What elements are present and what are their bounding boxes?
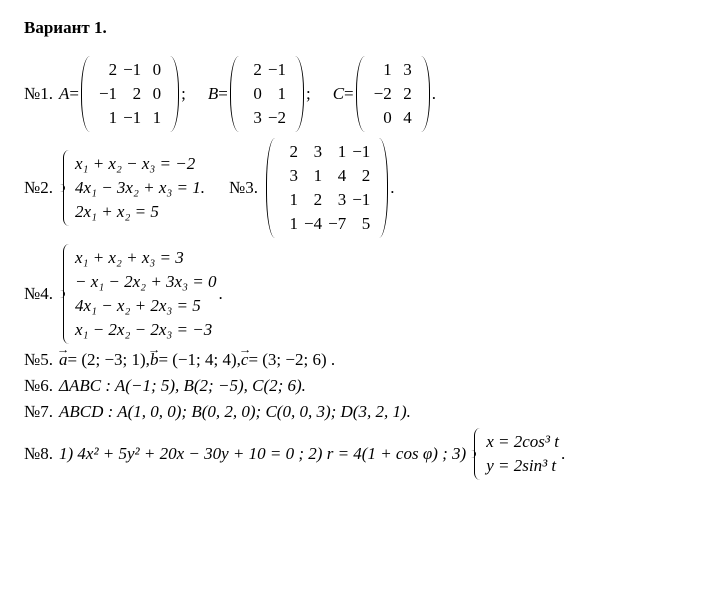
variant-title: Вариант 1. <box>24 18 689 38</box>
vector-b-val: = (−1; 4; 4), <box>158 350 240 370</box>
cell: 4 <box>325 166 349 186</box>
period: . <box>561 444 565 464</box>
system-4: x₁ + x₂ + x₃ = 3 − x₁ − 2x₂ + 3x₃ = 0 4x… <box>59 244 219 344</box>
sep: ; <box>181 84 186 104</box>
problem-2-label: №2. <box>24 178 53 198</box>
problem-1-label: №1. <box>24 84 53 104</box>
eq: − x₁ − 2x₂ + 3x₃ = 0 <box>75 270 217 294</box>
vector-b: b <box>150 350 159 370</box>
problem-7-text: ABCD : A(1, 0, 0); B(0, 2, 0); C(0, 0, 3… <box>59 402 411 422</box>
eq: x₁ + x₂ + x₃ = 3 <box>75 246 217 270</box>
problem-4: №4. x₁ + x₂ + x₃ = 3 − x₁ − 2x₂ + 3x₃ = … <box>24 244 689 344</box>
vector-a-val: = (2; −3; 1), <box>67 350 149 370</box>
eq: y = 2sin³ t <box>486 454 559 478</box>
system-8: x = 2cos³ t y = 2sin³ t <box>470 428 561 480</box>
cell: 0 <box>144 84 164 104</box>
cell: 3 <box>301 142 325 162</box>
cell: −1 <box>349 190 373 210</box>
cell: 2 <box>349 166 373 186</box>
cell: 2 <box>281 142 301 162</box>
matrix-A-name: A <box>59 84 69 104</box>
problem-8-label: №8. <box>24 444 53 464</box>
problem-4-label: №4. <box>24 284 53 304</box>
equals: = <box>69 84 79 104</box>
cell: 4 <box>395 108 415 128</box>
vector-c-val: = (3; −2; 6) . <box>248 350 335 370</box>
cell: 2 <box>245 60 265 80</box>
period: . <box>219 284 223 304</box>
problem-5-label: №5. <box>24 350 53 370</box>
matrix-C-name: C <box>333 84 344 104</box>
matrix-A: 2−10 −120 1−11 <box>81 56 179 132</box>
problem-3-label: №3. <box>229 178 258 198</box>
sep: ; <box>306 84 311 104</box>
problem-6-text: ΔABC : A(−1; 5), B(2; −5), C(2; 6). <box>59 376 306 396</box>
cell: −1 <box>96 84 120 104</box>
cell: −2 <box>371 84 395 104</box>
cell: 1 <box>144 108 164 128</box>
cell: 1 <box>325 142 349 162</box>
problem-6-label: №6. <box>24 376 53 396</box>
cell: 3 <box>325 190 349 210</box>
cell: 1 <box>281 190 301 210</box>
problem-6: №6. ΔABC : A(−1; 5), B(2; −5), C(2; 6). <box>24 376 689 396</box>
period: . <box>432 84 436 104</box>
cell: 1 <box>281 214 301 234</box>
cell: 3 <box>245 108 265 128</box>
cell: 5 <box>349 214 373 234</box>
cell: 2 <box>120 84 144 104</box>
cell: 1 <box>371 60 395 80</box>
eq: x₁ − 2x₂ − 2x₃ = −3 <box>75 318 217 342</box>
cell: −1 <box>120 60 144 80</box>
cell: 2 <box>96 60 120 80</box>
cell: −7 <box>325 214 349 234</box>
eq: x = 2cos³ t <box>486 430 559 454</box>
matrix-C: 13 −22 04 <box>356 56 430 132</box>
system-2: x₁ + x₂ − x₃ = −2 4x₁ − 3x₂ + x₃ = 1. 2x… <box>59 150 207 226</box>
problem-8-part1: 1) 4x² + 5y² + 20x − 30y + 10 = 0 ; 2) r… <box>59 444 466 464</box>
eq: 2x₁ + x₂ = 5 <box>75 200 205 224</box>
cell: −4 <box>301 214 325 234</box>
cell: −1 <box>120 108 144 128</box>
cell: −2 <box>265 108 289 128</box>
cell: 1 <box>96 108 120 128</box>
vector-c: c <box>241 350 249 370</box>
equals: = <box>344 84 354 104</box>
cell: 1 <box>301 166 325 186</box>
cell: 3 <box>281 166 301 186</box>
problem-2-3: №2. x₁ + x₂ − x₃ = −2 4x₁ − 3x₂ + x₃ = 1… <box>24 138 689 238</box>
matrix-3: 231−1 3142 123−1 1−4−75 <box>266 138 388 238</box>
cell: 1 <box>265 84 289 104</box>
problem-7: №7. ABCD : A(1, 0, 0); B(0, 2, 0); C(0, … <box>24 402 689 422</box>
cell: −1 <box>265 60 289 80</box>
vector-a: a <box>59 350 68 370</box>
cell: 0 <box>245 84 265 104</box>
eq: 4x₁ − 3x₂ + x₃ = 1. <box>75 176 205 200</box>
cell: 2 <box>395 84 415 104</box>
eq: x₁ + x₂ − x₃ = −2 <box>75 152 205 176</box>
problem-1: №1. A = 2−10 −120 1−11 ; B = 2−1 01 3−2 … <box>24 56 689 132</box>
cell: −1 <box>349 142 373 162</box>
cell: 2 <box>301 190 325 210</box>
equals: = <box>218 84 228 104</box>
eq: 4x₁ − x₂ + 2x₃ = 5 <box>75 294 217 318</box>
cell: 0 <box>144 60 164 80</box>
problem-5: №5. a = (2; −3; 1), b = (−1; 4; 4), c = … <box>24 350 689 370</box>
period: . <box>390 178 394 198</box>
problem-8: №8. 1) 4x² + 5y² + 20x − 30y + 10 = 0 ; … <box>24 428 689 480</box>
matrix-B: 2−1 01 3−2 <box>230 56 304 132</box>
cell: 3 <box>395 60 415 80</box>
matrix-B-name: B <box>208 84 218 104</box>
problem-7-label: №7. <box>24 402 53 422</box>
cell: 0 <box>371 108 395 128</box>
